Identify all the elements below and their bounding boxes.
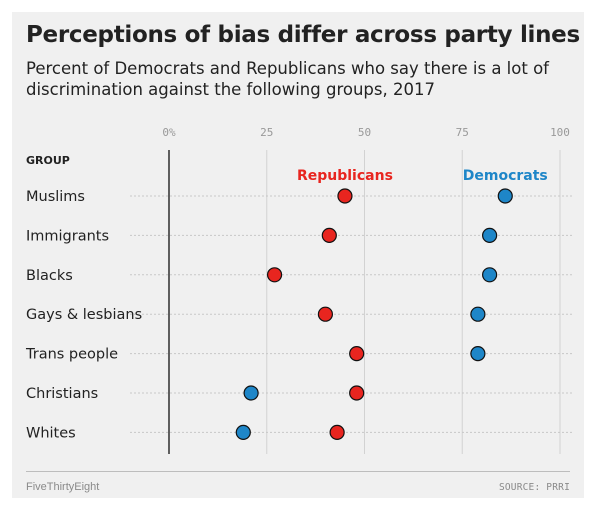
chart-subtitle: Percent of Democrats and Republicans who… — [26, 59, 549, 99]
data-points — [235, 188, 513, 440]
data-point — [482, 267, 498, 283]
data-point — [329, 424, 345, 440]
chart-title: Perceptions of bias differ across party … — [26, 22, 580, 48]
data-point — [349, 385, 365, 401]
category-label: Trans people — [25, 347, 118, 363]
category-label: Blacks — [26, 268, 73, 284]
x-tick-label: 75 — [456, 126, 469, 139]
data-point — [349, 346, 365, 362]
x-tick-label: 50 — [358, 126, 371, 139]
category-label: Muslims — [26, 189, 85, 205]
category-label: Immigrants — [26, 228, 109, 244]
legend: Republicans Democrats — [297, 168, 548, 184]
data-point — [317, 306, 333, 322]
category-label: Christians — [26, 386, 98, 402]
data-point — [482, 227, 498, 243]
footer-source: SOURCE: PRRI — [498, 482, 570, 493]
category-label: Gays & lesbians — [26, 307, 142, 323]
category-labels: Muslims Immigrants Blacks Gays & lesbians Tr… — [25, 189, 142, 441]
data-point — [470, 306, 486, 322]
category-label: Whites — [26, 425, 76, 441]
data-point — [235, 424, 251, 440]
x-tick-label: 0% — [162, 126, 176, 139]
data-point — [470, 346, 486, 362]
footer-brand: FiveThirtyEight — [26, 481, 100, 493]
x-tick-label: 100 — [550, 126, 570, 139]
legend-label: Democrats — [463, 168, 548, 184]
legend-label: Republicans — [297, 168, 393, 184]
footer-divider — [26, 471, 570, 472]
data-point — [243, 385, 259, 401]
data-point — [497, 188, 513, 204]
x-tick-label: 25 — [260, 126, 273, 139]
gridlines — [266, 150, 561, 454]
data-point — [337, 188, 353, 204]
chart-card: Perceptions of bias differ across party … — [12, 12, 584, 498]
group-header: GROUP — [26, 154, 70, 167]
x-tick-labels: 0% 25 50 75 100 — [162, 126, 570, 139]
dot-plot: 0% 25 50 75 100 GROUP Muslims Immigrants Black… — [25, 126, 572, 454]
data-point — [266, 267, 283, 283]
data-point — [321, 227, 337, 243]
